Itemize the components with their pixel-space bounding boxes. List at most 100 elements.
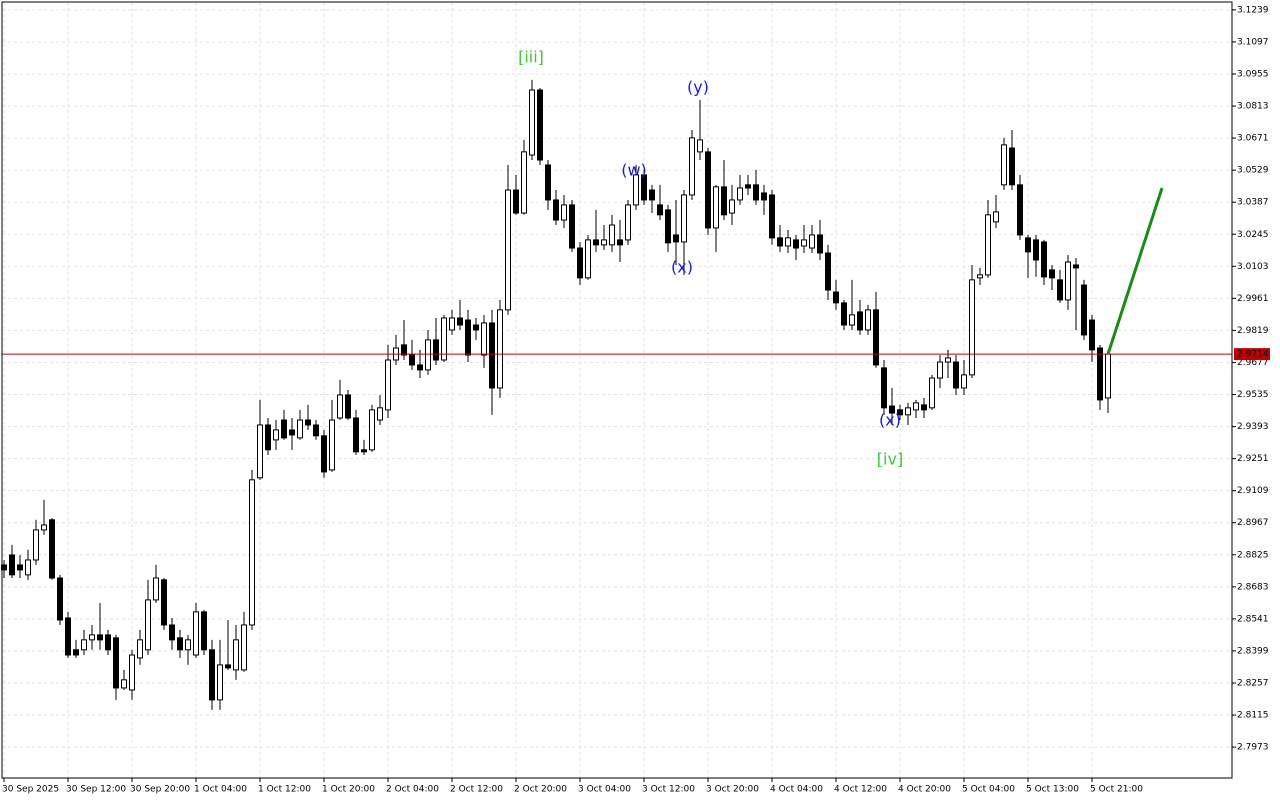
candle-body [169, 624, 175, 641]
candle-body [913, 402, 919, 411]
y-tick-label: 2.8257 [1237, 678, 1269, 688]
candle-body [57, 577, 63, 621]
candle-body [553, 199, 559, 221]
candle-body [889, 405, 895, 414]
candle-body [49, 519, 55, 579]
candle-body [625, 204, 631, 241]
candle-body [985, 214, 991, 276]
candle-body [681, 194, 687, 243]
y-tick-label: 3.0387 [1237, 198, 1269, 208]
candle-body [577, 247, 583, 279]
y-tick-label: 2.8541 [1237, 614, 1269, 624]
y-tick-label: 2.9535 [1237, 390, 1269, 400]
candle-body [257, 424, 263, 479]
candle-body [513, 189, 519, 214]
candle-body [561, 204, 567, 221]
candle-body [1105, 353, 1111, 399]
wave-label: [iii] [518, 48, 544, 67]
candle-body [769, 194, 775, 239]
y-tick-label: 2.9109 [1237, 486, 1269, 496]
y-tick-label: 2.9393 [1237, 422, 1269, 432]
candle-body [41, 524, 47, 531]
y-tick-label: 3.0103 [1237, 262, 1269, 272]
x-tick-label: 4 Oct 20:00 [898, 785, 951, 795]
forecast-line [1106, 187, 1164, 355]
candle-body [209, 649, 215, 701]
candle-body [881, 367, 887, 409]
x-tick-label: 3 Oct 04:00 [578, 785, 631, 795]
candle-body [793, 239, 799, 249]
candle-body [201, 611, 207, 651]
x-tick-label: 3 Oct 20:00 [706, 785, 759, 795]
candle-body [961, 374, 967, 389]
candle-body [161, 579, 167, 626]
candle-body [865, 309, 871, 331]
candle-body [593, 239, 599, 246]
candle-body [665, 209, 671, 244]
y-tick-label: 2.8967 [1237, 518, 1269, 528]
candle-body [817, 234, 823, 254]
candle-body [809, 234, 815, 249]
wave-label: (y) [687, 78, 709, 97]
candle-body [993, 211, 999, 223]
y-tick-label: 3.0245 [1237, 230, 1269, 240]
x-tick-label: 1 Oct 12:00 [258, 785, 311, 795]
candle-body [297, 419, 303, 439]
candle-body [465, 319, 471, 356]
candle-body [473, 324, 479, 331]
candle-body [649, 189, 655, 201]
y-tick-label: 3.0955 [1237, 70, 1269, 80]
candle-body [1073, 264, 1079, 269]
candle-body [1001, 144, 1007, 186]
candles [1, 79, 1111, 710]
candle-body [121, 679, 127, 689]
candle-body [921, 404, 927, 411]
candle-body [873, 309, 879, 366]
candle-body [761, 192, 767, 201]
candle-body [689, 137, 695, 196]
candle-body [417, 364, 423, 371]
current-price-box [1234, 348, 1270, 361]
x-tick-label: 1 Oct 20:00 [322, 785, 375, 795]
candle-body [537, 89, 543, 161]
candle-body [481, 322, 487, 356]
candle-body [1009, 147, 1015, 186]
x-tick-label: 5 Oct 13:00 [1026, 785, 1079, 795]
candle-body [945, 357, 951, 363]
candle-body [489, 322, 495, 389]
candle-body [137, 639, 143, 659]
x-tick-label: 30 Sep 2025 [2, 785, 59, 795]
candle-body [937, 361, 943, 379]
candle-body [105, 634, 111, 651]
y-tick-label: 3.0529 [1237, 166, 1269, 176]
candle-body [1097, 347, 1103, 401]
candle-body [601, 239, 607, 246]
candle-body [273, 429, 279, 441]
overlay: 2.9714 [iii] (w) (y) (x) (x) [iv] [2, 48, 1270, 469]
candle-body [753, 184, 759, 201]
y-tick-label: 3.0671 [1237, 134, 1269, 144]
candle-body [129, 654, 135, 691]
candle-body [25, 559, 31, 576]
wave-label: (w) [621, 161, 647, 180]
y-tick-label: 3.0813 [1237, 102, 1269, 112]
candle-body [361, 449, 367, 453]
candle-body [401, 344, 407, 356]
candle-body [265, 424, 271, 451]
candle-body [81, 639, 87, 651]
candle-body [505, 189, 511, 311]
candle-body [953, 361, 959, 389]
candle-body [1057, 279, 1063, 301]
candle-body [321, 435, 327, 473]
candle-body [233, 639, 239, 671]
candle-body [97, 634, 103, 641]
candle-body [249, 479, 255, 626]
candle-body [425, 339, 431, 371]
candle-body [73, 649, 79, 656]
candle-body [777, 237, 783, 247]
candle-body [745, 184, 751, 189]
candle-body [609, 224, 615, 246]
candle-body [305, 419, 311, 426]
